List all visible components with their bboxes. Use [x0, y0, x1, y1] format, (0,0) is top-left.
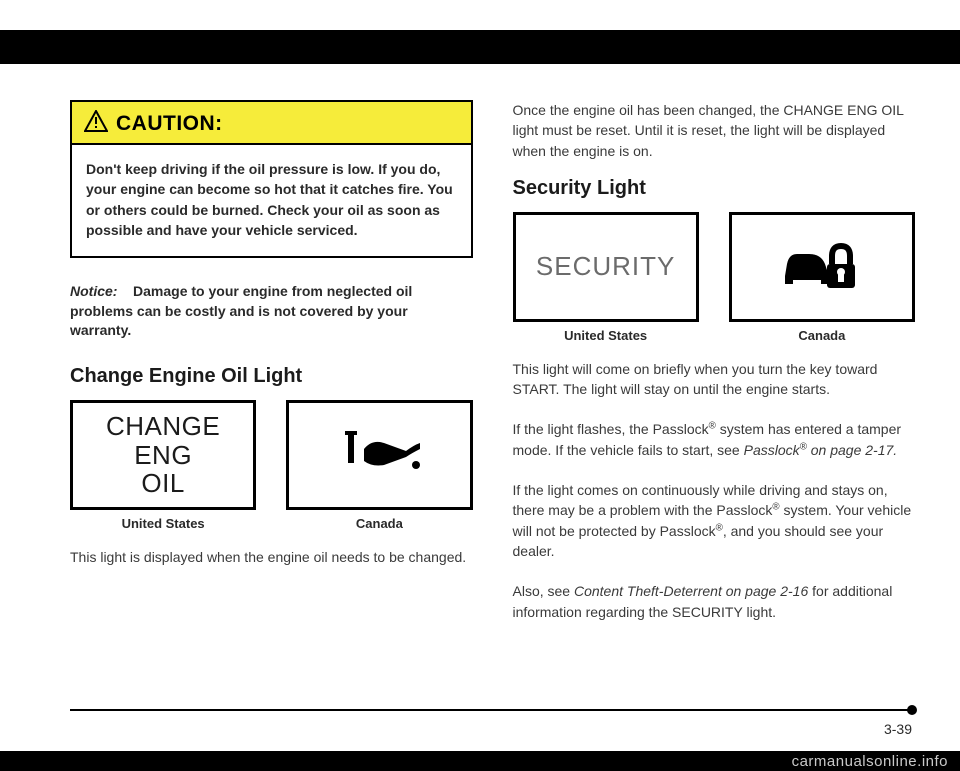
security-us-cell: SECURITY United States	[513, 212, 699, 343]
change-oil-us-box: CHANGE ENG OIL	[70, 400, 256, 510]
caution-box: CAUTION: Don't keep driving if the oil p…	[70, 100, 473, 258]
left-column: CAUTION: Don't keep driving if the oil p…	[70, 100, 473, 632]
security-us-caption: United States	[564, 328, 647, 343]
security-p2a: If the light flashes, the Passlock	[513, 421, 709, 437]
security-ca-caption: Canada	[798, 328, 845, 343]
security-p3: If the light comes on continuously while…	[513, 480, 916, 561]
page-number: 3-39	[884, 721, 912, 737]
security-p4: Also, see Content Theft-Deterrent on pag…	[513, 581, 916, 622]
security-heading: Security Light	[513, 177, 916, 200]
change-oil-ca-box	[286, 400, 472, 510]
top-black-bar	[0, 30, 960, 64]
change-oil-us-text: CHANGE ENG OIL	[106, 412, 220, 498]
change-oil-us-cell: CHANGE ENG OIL United States	[70, 400, 256, 531]
change-oil-ca-cell: Canada	[286, 400, 472, 531]
security-us-text: SECURITY	[536, 251, 675, 282]
oil-can-icon	[334, 427, 424, 482]
change-oil-heading: Change Engine Oil Light	[70, 365, 473, 388]
change-oil-para: This light is displayed when the engine …	[70, 547, 473, 567]
change-oil-indicators: CHANGE ENG OIL United States	[70, 400, 473, 531]
right-intro-para: Once the engine oil has been changed, th…	[513, 100, 916, 161]
watermark: carmanualsonline.info	[792, 753, 948, 770]
security-us-box: SECURITY	[513, 212, 699, 322]
page-content: CAUTION: Don't keep driving if the oil p…	[70, 100, 915, 632]
car-lock-icon	[777, 234, 867, 299]
security-ca-box	[729, 212, 915, 322]
security-p1: This light will come on briefly when you…	[513, 359, 916, 400]
footer-rule-dot	[907, 705, 917, 715]
caution-header: CAUTION:	[72, 102, 471, 145]
right-column: Once the engine oil has been changed, th…	[513, 100, 916, 632]
notice-lead: Notice:	[70, 283, 117, 299]
change-oil-ca-caption: Canada	[356, 516, 403, 531]
security-p4-ital: Content Theft-Deterrent on page 2-16	[574, 583, 808, 599]
change-oil-line2: ENG	[106, 441, 220, 470]
change-oil-line1: CHANGE	[106, 412, 220, 441]
security-p2-ital: Passlock	[744, 442, 800, 458]
warning-triangle-icon	[84, 110, 108, 137]
security-ca-cell: Canada	[729, 212, 915, 343]
security-indicators: SECURITY United States	[513, 212, 916, 343]
change-oil-us-caption: United States	[122, 516, 205, 531]
caution-body: Don't keep driving if the oil pressure i…	[72, 145, 471, 256]
security-p2-page: on page 2-17.	[807, 442, 897, 458]
notice-paragraph: Notice: Damage to your engine from negle…	[70, 282, 473, 341]
security-p4a: Also, see	[513, 583, 574, 599]
security-p2: If the light flashes, the Passlock® syst…	[513, 419, 916, 460]
change-oil-line3: OIL	[106, 469, 220, 498]
footer-rule	[70, 709, 915, 711]
caution-label: CAUTION:	[116, 112, 223, 136]
